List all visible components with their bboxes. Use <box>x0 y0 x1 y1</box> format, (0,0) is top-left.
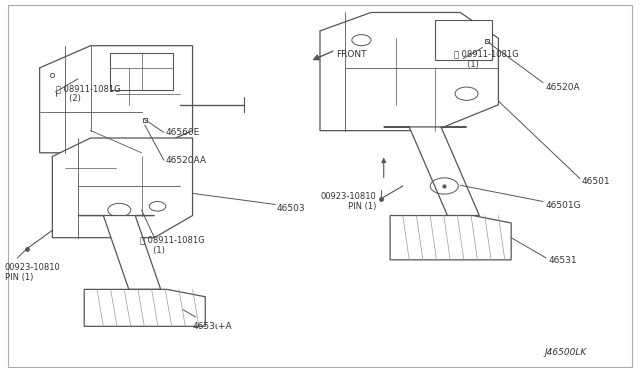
Polygon shape <box>40 46 193 153</box>
Text: Ⓝ 08911-1081G
     (1): Ⓝ 08911-1081G (1) <box>454 49 518 69</box>
Text: Ⓝ 08911-1081G
     (1): Ⓝ 08911-1081G (1) <box>140 235 205 255</box>
Text: J46500LK: J46500LK <box>544 349 586 357</box>
Text: 46520AA: 46520AA <box>166 155 207 165</box>
Text: FRONT: FRONT <box>337 50 367 59</box>
Text: 46560E: 46560E <box>166 128 200 137</box>
Text: 46501: 46501 <box>581 177 610 186</box>
Polygon shape <box>78 215 161 289</box>
FancyBboxPatch shape <box>109 53 173 90</box>
Polygon shape <box>52 138 193 238</box>
FancyBboxPatch shape <box>435 20 492 61</box>
Text: 00923-10810
PIN (1): 00923-10810 PIN (1) <box>321 192 376 211</box>
Polygon shape <box>384 127 479 215</box>
Polygon shape <box>84 289 205 326</box>
Text: 46520A: 46520A <box>545 83 580 92</box>
Polygon shape <box>390 215 511 260</box>
Text: 00923-10810
PIN (1): 00923-10810 PIN (1) <box>4 263 60 282</box>
Text: Ⓝ 08911-1081G
     (2): Ⓝ 08911-1081G (2) <box>56 84 120 103</box>
Text: 46501G: 46501G <box>545 201 581 210</box>
Text: 46503: 46503 <box>276 204 305 214</box>
Text: 46531: 46531 <box>548 256 577 265</box>
Polygon shape <box>320 13 499 131</box>
Text: 4653ι+A: 4653ι+A <box>193 322 232 331</box>
